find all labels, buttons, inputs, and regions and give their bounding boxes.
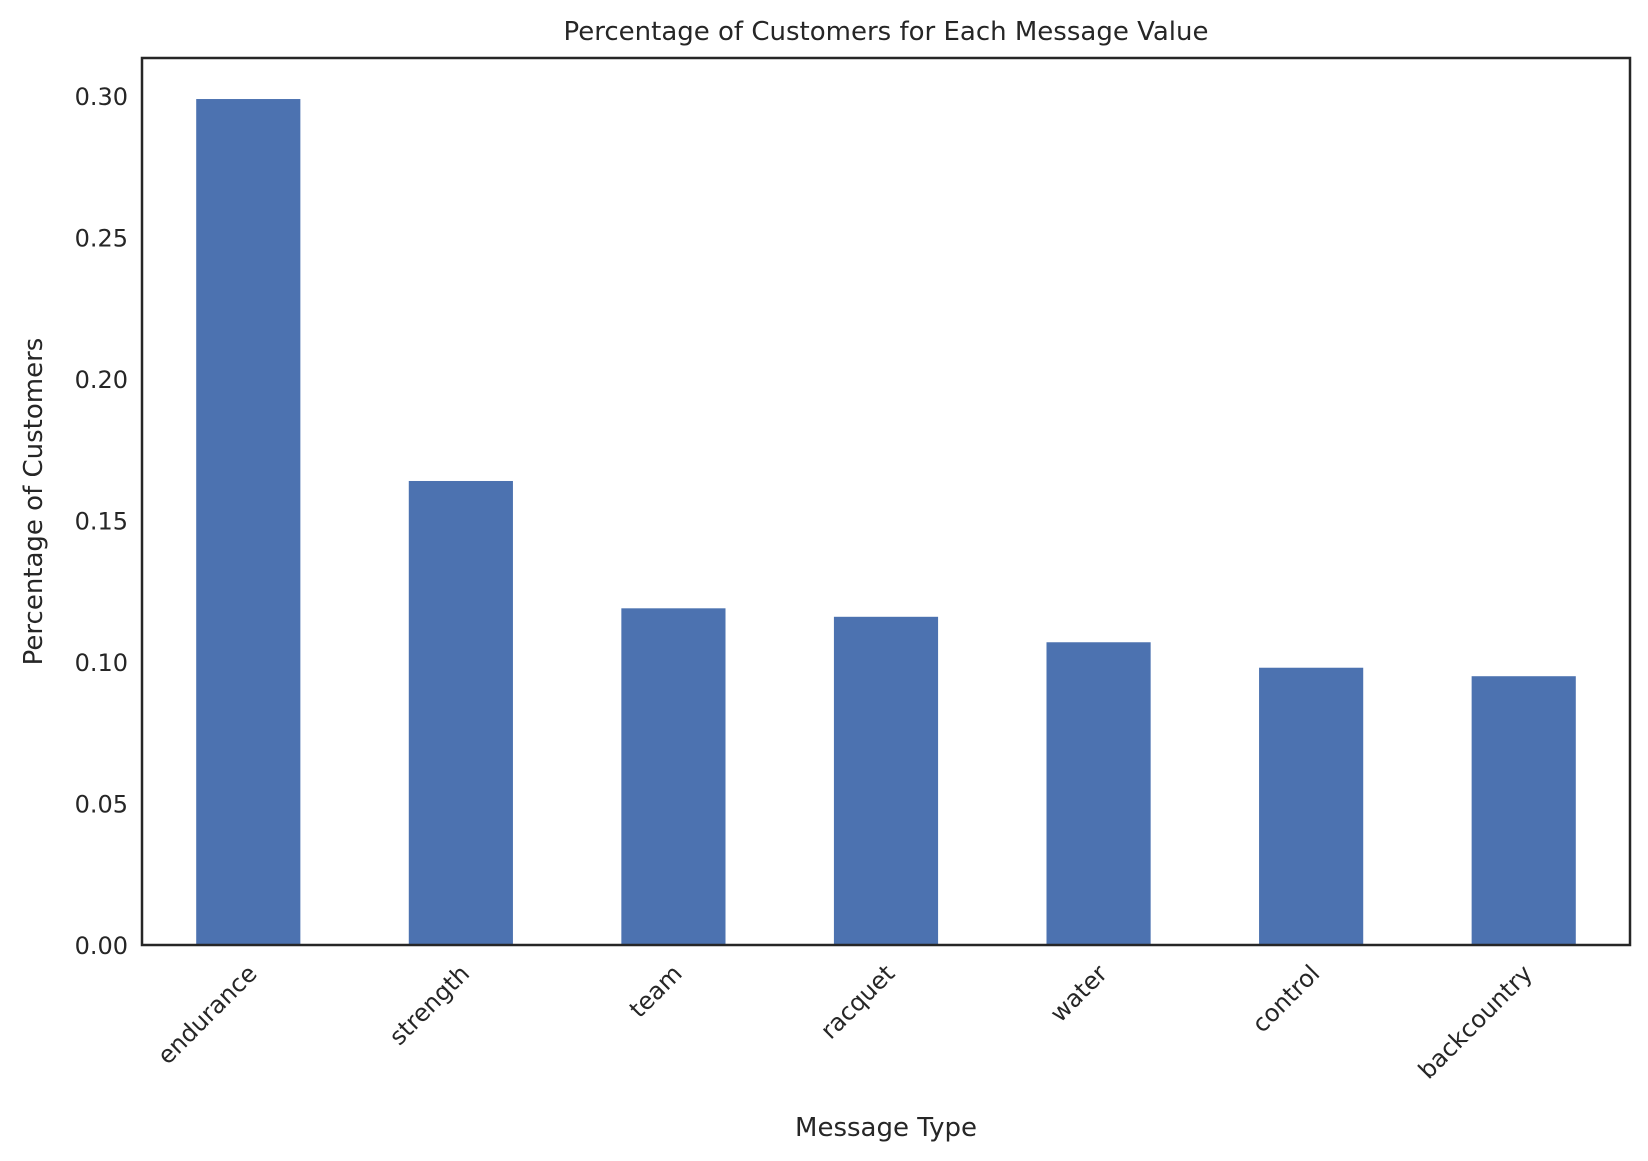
bar-team	[621, 608, 726, 945]
y-axis-label: Percentage of Customers	[19, 338, 49, 666]
bar-water	[1046, 642, 1151, 945]
y-tick-label: 0.25	[75, 225, 128, 253]
y-tick-label: 0.30	[75, 83, 128, 111]
y-tick-label: 0.00	[75, 932, 128, 960]
y-tick-label: 0.20	[75, 366, 128, 394]
y-tick-label: 0.10	[75, 649, 128, 677]
bar-strength	[408, 480, 513, 945]
bar-control	[1259, 667, 1364, 945]
bar-endurance	[196, 99, 301, 946]
bar-racquet	[833, 616, 939, 945]
bars-group	[196, 99, 1576, 946]
chart-title: Percentage of Customers for Each Message…	[564, 17, 1209, 47]
y-axis-ticks: 0.00 0.05 0.10 0.15 0.20 0.25 0.30	[75, 83, 128, 960]
x-axis-label: Message Type	[795, 1113, 977, 1143]
plot-frame	[140, 56, 1632, 947]
y-tick-label: 0.05	[75, 791, 128, 819]
y-tick-label: 0.15	[75, 508, 128, 536]
bar-backcountry	[1471, 676, 1576, 945]
